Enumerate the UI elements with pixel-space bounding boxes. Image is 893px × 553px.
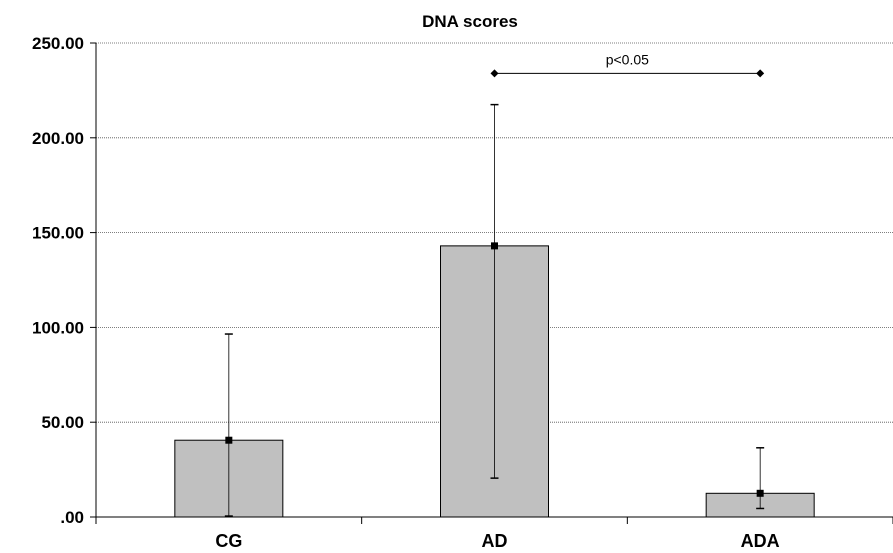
y-tick-label-0: .00 [60, 508, 84, 527]
y-tick-label-3: 150.00 [32, 224, 84, 243]
y-tick-label-4: 200.00 [32, 129, 84, 148]
y-tick-label-1: 50.00 [41, 413, 84, 432]
significance-marker-left [490, 69, 499, 78]
y-tick-label-2: 100.00 [32, 318, 84, 337]
x-tick-label-cg: CG [215, 531, 242, 551]
chart-title: DNA scores [422, 12, 518, 31]
x-tick-label-ad: AD [482, 531, 508, 551]
mean-marker-cg [225, 436, 233, 444]
significance-label: p<0.05 [606, 51, 649, 67]
mean-marker-ada [756, 489, 764, 497]
y-tick-label-5: 250.00 [32, 34, 84, 53]
mean-marker-ad [491, 242, 498, 250]
x-tick-label-ada: ADA [741, 531, 780, 551]
significance-marker-right [756, 69, 765, 78]
